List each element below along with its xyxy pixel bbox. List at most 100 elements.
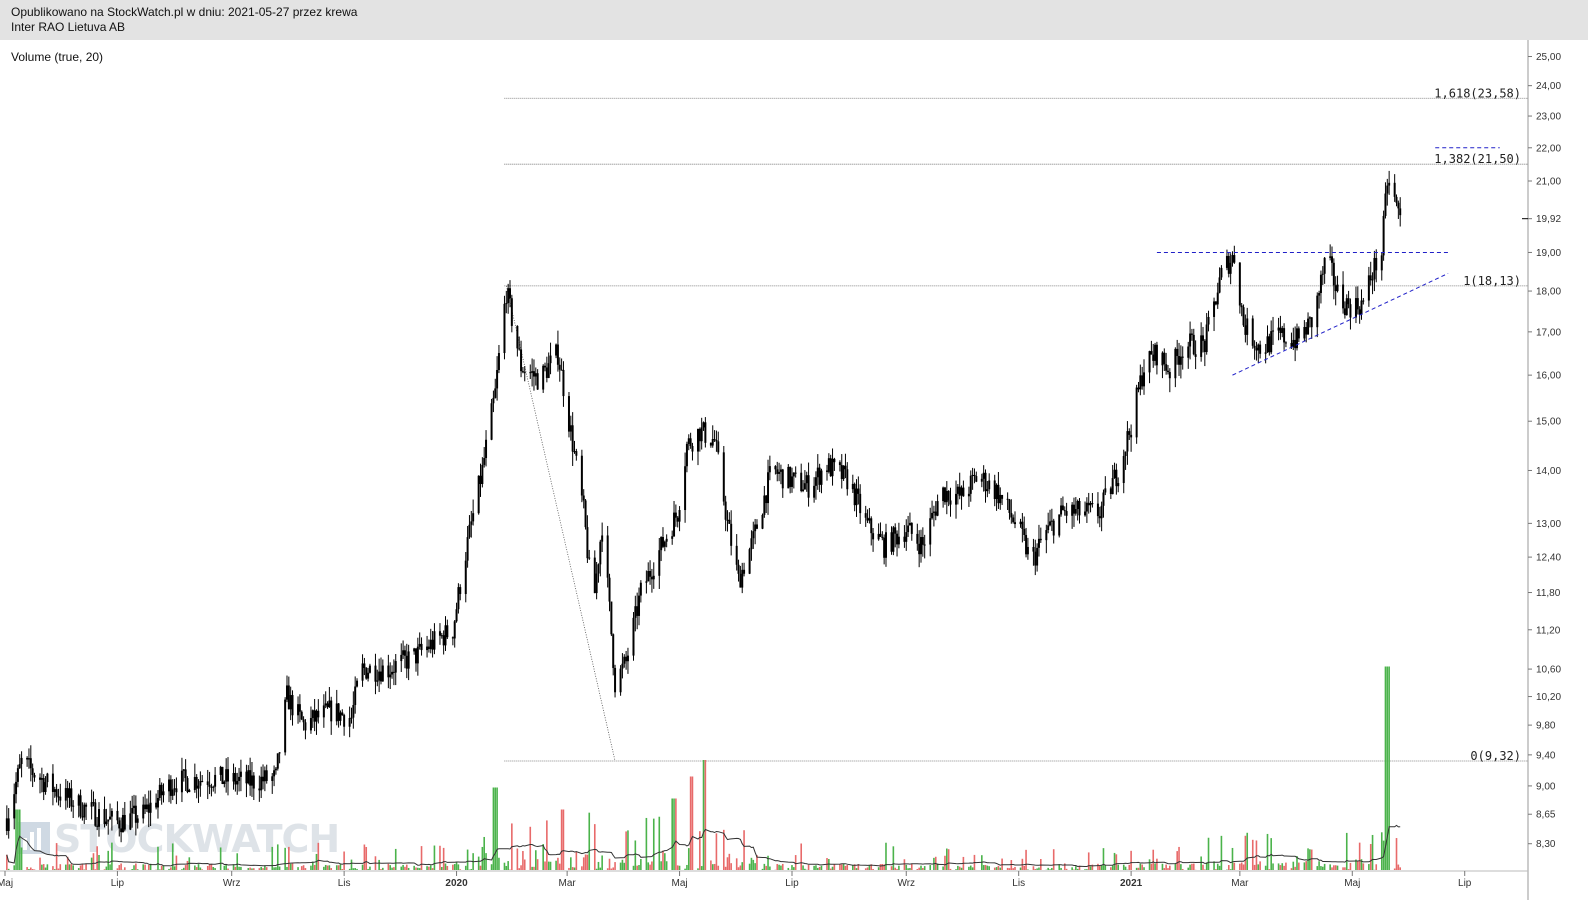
volume-bar bbox=[1008, 868, 1011, 870]
candle-body bbox=[59, 796, 62, 801]
candle-body bbox=[763, 495, 766, 515]
candle-body bbox=[1316, 295, 1319, 328]
x-tick-label: Wrz bbox=[223, 878, 241, 889]
candle-body bbox=[573, 451, 576, 453]
volume-bar bbox=[1032, 866, 1035, 870]
volume-bar bbox=[750, 857, 753, 870]
y-tick-label: 18,00 bbox=[1536, 287, 1561, 298]
candle-body bbox=[1052, 520, 1055, 536]
candle-body bbox=[451, 637, 454, 639]
candle-body bbox=[814, 477, 817, 486]
candle-body bbox=[547, 363, 550, 378]
candle-body bbox=[1255, 347, 1258, 351]
candle-body bbox=[1294, 339, 1297, 349]
volume-bar bbox=[955, 869, 957, 870]
volume-bar bbox=[219, 847, 222, 870]
volume-bar bbox=[640, 859, 642, 870]
volume-bar bbox=[420, 846, 423, 870]
candle-body bbox=[507, 288, 510, 304]
volume-bar bbox=[1268, 869, 1271, 870]
candle-body bbox=[700, 427, 703, 442]
candle-body bbox=[252, 775, 255, 789]
candle-body bbox=[416, 646, 419, 664]
candle-body bbox=[1386, 185, 1389, 194]
candle-body bbox=[208, 784, 211, 787]
volume-bar bbox=[894, 867, 897, 870]
candle-body bbox=[973, 474, 976, 477]
candle-body bbox=[969, 475, 972, 494]
volume-bar bbox=[890, 866, 893, 870]
candle-body bbox=[674, 512, 677, 518]
volume-bar bbox=[870, 864, 873, 870]
volume-bar bbox=[1192, 863, 1195, 870]
volume-bar bbox=[816, 867, 819, 870]
volume-bar bbox=[350, 859, 353, 870]
volume-bar bbox=[284, 847, 286, 870]
volume-bar bbox=[645, 817, 648, 870]
y-tick-label: 15,00 bbox=[1536, 417, 1561, 428]
candle-body bbox=[1026, 546, 1029, 555]
volume-bar bbox=[664, 853, 666, 870]
volume-bar bbox=[1174, 864, 1177, 870]
candle-body bbox=[1373, 257, 1376, 280]
candle-body bbox=[1047, 525, 1050, 531]
candle-body bbox=[608, 577, 611, 602]
candle-body bbox=[1388, 182, 1391, 186]
volume-bar bbox=[1310, 849, 1313, 870]
volume-bar bbox=[324, 864, 327, 870]
candle-body bbox=[389, 674, 392, 678]
volume-bar bbox=[711, 864, 714, 870]
volume-bar bbox=[494, 787, 497, 870]
volume-bar bbox=[323, 866, 325, 870]
candle-body bbox=[262, 776, 265, 782]
volume-bar bbox=[186, 860, 189, 870]
volume-bar bbox=[503, 862, 506, 870]
candle-body bbox=[518, 348, 521, 350]
candle-body bbox=[673, 512, 676, 537]
volume-bar bbox=[588, 812, 591, 870]
watermark-text: STOCKWATCH bbox=[54, 817, 339, 861]
volume-bar bbox=[700, 866, 703, 870]
volume-bar bbox=[1331, 867, 1333, 870]
candle-body bbox=[916, 533, 919, 544]
candle-body bbox=[173, 788, 176, 790]
candle-body bbox=[529, 372, 532, 374]
candle-body bbox=[136, 818, 139, 823]
candle-body bbox=[180, 770, 183, 793]
candle-body bbox=[1085, 502, 1088, 512]
candle-body bbox=[116, 810, 119, 821]
candle-body bbox=[1242, 307, 1245, 326]
candle-body bbox=[477, 475, 480, 514]
volume-bar bbox=[1294, 866, 1296, 870]
candle-body bbox=[376, 680, 379, 682]
candle-body bbox=[403, 650, 406, 656]
volume-bar bbox=[820, 865, 823, 870]
candle-body bbox=[66, 788, 69, 798]
candle-body bbox=[1319, 274, 1322, 293]
candle-body bbox=[278, 752, 281, 754]
volume-bar bbox=[807, 864, 810, 870]
candle-body bbox=[855, 488, 858, 506]
volume-bar bbox=[492, 787, 495, 870]
candle-body bbox=[274, 768, 277, 771]
candle-body bbox=[588, 557, 591, 559]
candle-body bbox=[1155, 344, 1158, 366]
volume-bar bbox=[763, 863, 766, 870]
candle-body bbox=[614, 667, 617, 693]
volume-bar bbox=[1277, 863, 1280, 870]
candle-body bbox=[1176, 348, 1179, 357]
volume-bar bbox=[741, 862, 744, 870]
candle-body bbox=[431, 639, 434, 650]
volume-bar bbox=[1019, 867, 1022, 870]
volume-bar bbox=[739, 865, 742, 870]
candle-body bbox=[92, 802, 95, 804]
volume-bar bbox=[120, 863, 122, 870]
candle-body bbox=[1165, 364, 1168, 371]
volume-bar bbox=[142, 864, 145, 870]
volume-bar bbox=[173, 866, 176, 870]
volume-bar bbox=[910, 863, 913, 870]
candle-body bbox=[367, 672, 370, 679]
y-tick-label: 17,00 bbox=[1536, 327, 1561, 338]
candle-body bbox=[1152, 354, 1155, 361]
